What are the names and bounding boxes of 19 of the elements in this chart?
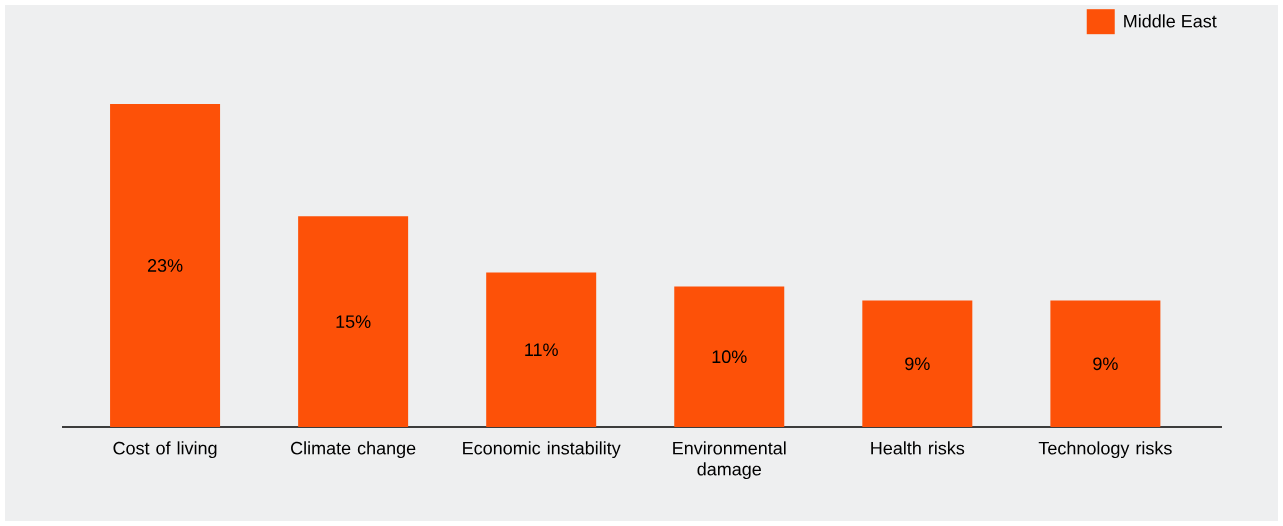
data-label: 9%: [1093, 357, 1118, 371]
x-tick-label: Cost of living: [113, 441, 217, 459]
bar: [862, 300, 973, 427]
legend-label: Middle East: [1124, 14, 1217, 28]
data-label: 10%: [712, 350, 747, 364]
x-tick-label: Climate change: [291, 441, 416, 459]
bar: [110, 103, 221, 427]
data-label: 9%: [905, 357, 930, 371]
x-tick-label: Environmental damage: [673, 441, 786, 480]
bar: [1050, 300, 1161, 427]
data-label: 11%: [525, 343, 558, 357]
data-label: 23%: [147, 259, 183, 272]
x-tick-label: Economic instability: [463, 441, 621, 459]
x-tick-label: Health risks: [871, 441, 965, 455]
bar: [674, 286, 785, 427]
bar: [298, 216, 409, 427]
data-label: 15%: [336, 315, 371, 328]
x-tick-label: Technology risks: [1038, 441, 1172, 459]
bar: [486, 272, 597, 427]
